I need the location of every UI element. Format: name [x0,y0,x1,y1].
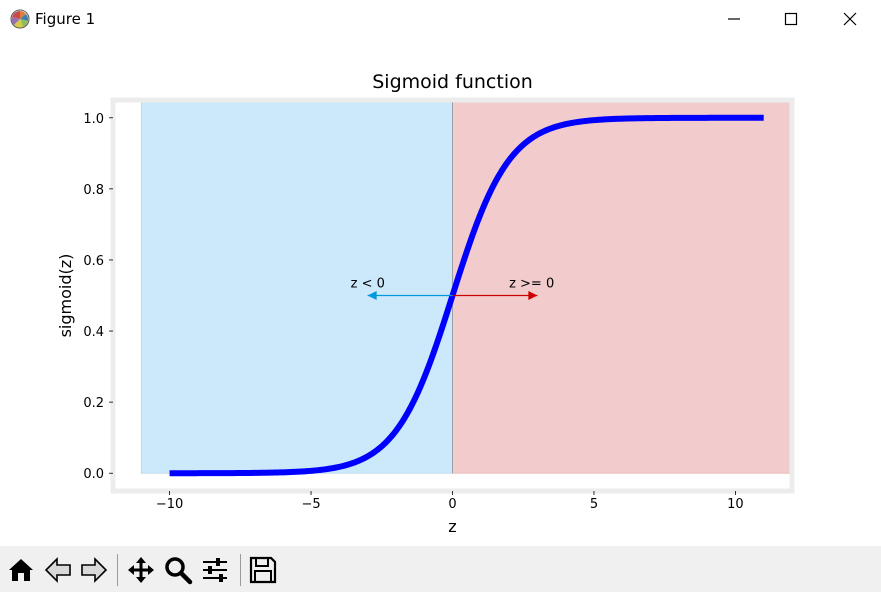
minimize-icon [728,18,740,20]
pan-button[interactable] [124,553,158,587]
close-button[interactable] [821,0,879,38]
positive-annotation-label: z >= 0 [509,277,554,292]
window-title: Figure 1 [35,10,96,28]
x-tick-label: −10 [156,497,183,512]
sigmoid-chart: z < 0 z >= 0 −10 −5 0 5 10 0.0 0.2 0.4 0.6 0.8 1.0 Si… [56,71,795,536]
forward-button[interactable] [77,553,111,587]
y-tick-label: 0.2 [83,396,104,411]
toolbar-separator [240,554,241,586]
y-tick-label: 0.6 [83,254,104,269]
y-tick-label: 0.8 [83,183,104,198]
navigation-toolbar [0,546,881,592]
title-bar[interactable]: Figure 1 [0,0,881,38]
y-tick-label: 0.4 [83,325,104,340]
plot-canvas[interactable]: z < 0 z >= 0 −10 −5 0 5 10 0.0 0.2 0.4 0.6 0.8 1.0 Si… [0,38,881,546]
pan-move-icon [128,557,154,583]
minimize-button[interactable] [705,0,763,38]
forward-arrow-icon [81,557,108,583]
positive-z-region [452,99,793,474]
save-floppy-icon [249,556,277,584]
negative-z-region [140,99,453,474]
negative-annotation-label: z < 0 [351,277,385,292]
maximize-button[interactable] [762,0,820,38]
y-tick-label: 0.0 [83,467,104,482]
back-arrow-icon [44,557,71,583]
y-tick-label: 1.0 [83,112,104,127]
matplotlib-logo-icon [10,9,30,29]
x-tick-label: −5 [301,497,320,512]
save-button[interactable] [246,553,280,587]
x-axis-label: z [448,517,456,536]
x-tick-label: 10 [727,497,744,512]
configure-subplots-button[interactable] [198,553,232,587]
close-icon [843,12,857,26]
zoom-button[interactable] [161,553,195,587]
toolbar-separator [117,554,118,586]
x-tick-label: 0 [448,497,456,512]
x-tick-label: 5 [590,497,598,512]
back-button[interactable] [41,553,75,587]
y-axis-label: sigmoid(z) [56,254,75,338]
configure-subplots-icon [203,558,227,582]
sigmoid-line [169,114,765,477]
chart-title: Sigmoid function [372,71,533,93]
zoom-magnifier-icon [165,557,193,585]
maximize-icon [784,12,798,26]
home-icon [9,559,33,581]
home-button[interactable] [4,553,38,587]
